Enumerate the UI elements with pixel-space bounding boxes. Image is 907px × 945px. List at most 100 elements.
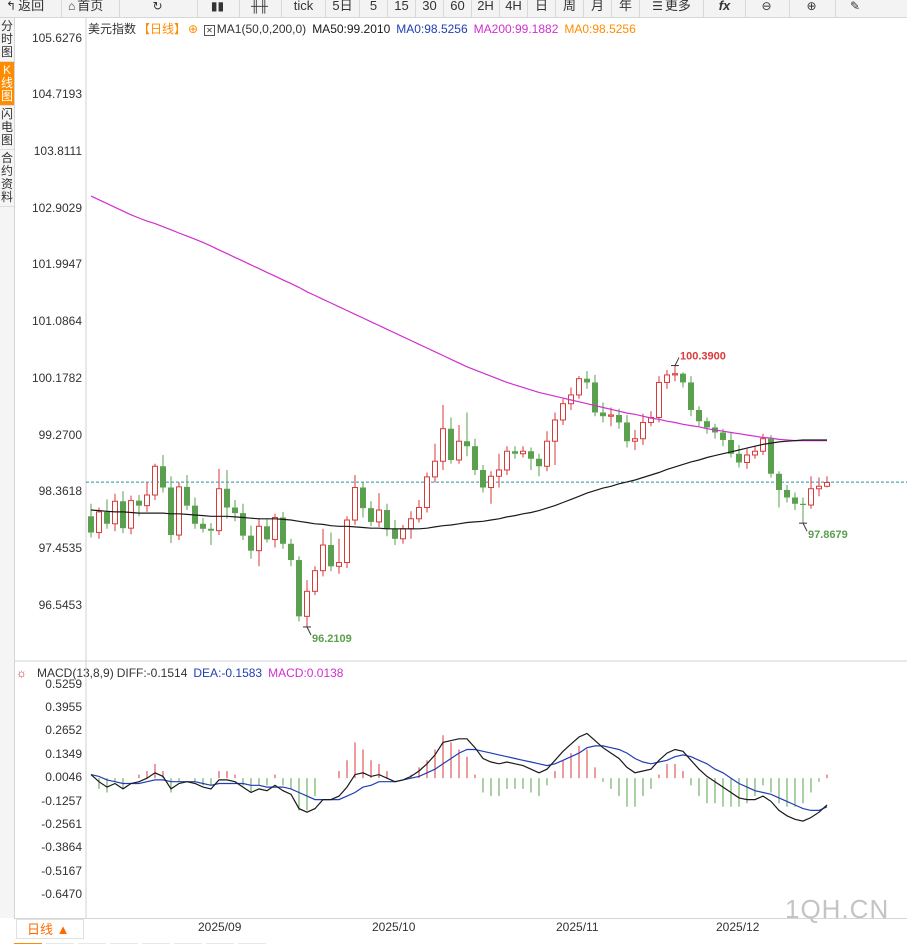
- candle-body: [528, 451, 534, 459]
- candle-body: [160, 466, 166, 488]
- candle-body: [232, 507, 238, 514]
- candle-body: [416, 507, 422, 520]
- tick-label: tick: [293, 0, 314, 13]
- candle-body: [208, 528, 214, 531]
- bottom-axis-bar: [14, 918, 907, 945]
- candle-body: [680, 373, 686, 383]
- diff-line: [90, 732, 828, 822]
- candle-chart-button[interactable]: ╫╫: [240, 0, 282, 17]
- settings-icon[interactable]: ⊕: [188, 22, 199, 36]
- candle-body: [288, 543, 294, 561]
- sidebar-item-timeshare[interactable]: 分时图: [0, 18, 14, 62]
- candle-body: [144, 494, 150, 507]
- candle-body: [704, 421, 710, 428]
- candle-body: [88, 516, 94, 533]
- period-selector-button[interactable]: 日线 ▲: [16, 919, 84, 939]
- y-tick-label: 103.8111: [33, 144, 82, 158]
- candle-body: [184, 486, 190, 506]
- more-button[interactable]: ☰ 更多: [640, 0, 704, 17]
- x-tick-label: 2025/11: [556, 920, 599, 934]
- main-chart-legend: 美元指数 【日线】 ⊕ ✕ MA1(50,0,200,0) MA50:99.2010 MA0…: [88, 20, 642, 37]
- period-label: 60: [450, 0, 465, 13]
- candle-body: [808, 488, 814, 506]
- candle-body: [272, 517, 278, 540]
- candle-body: [456, 440, 462, 461]
- candle-body: [632, 438, 638, 442]
- candle-body: [544, 440, 550, 467]
- period-2h[interactable]: 2H: [472, 0, 500, 17]
- home-icon: ⌂: [68, 0, 76, 13]
- candle-body: [96, 511, 102, 534]
- candlestick-icon: ╫╫: [250, 0, 268, 13]
- candle-body: [304, 590, 310, 617]
- period-label: 月: [590, 0, 604, 13]
- back-arrow-icon: ↰: [6, 0, 17, 13]
- candle-body: [656, 381, 662, 418]
- period-week[interactable]: 周: [556, 0, 584, 17]
- zoom-out-button[interactable]: ⊖: [746, 0, 790, 17]
- period-4h[interactable]: 4H: [500, 0, 528, 17]
- candle-body: [376, 509, 382, 523]
- period-label: 日: [534, 0, 548, 13]
- candle-body: [496, 469, 502, 477]
- candle-body: [752, 450, 758, 456]
- draw-button[interactable]: ✎: [836, 0, 876, 17]
- period-label: 5: [369, 0, 378, 13]
- candle-body: [608, 414, 614, 417]
- candle-body: [168, 487, 174, 536]
- ma-indicator-icon[interactable]: ✕: [204, 25, 215, 36]
- candle-body: [664, 374, 670, 383]
- y-tick-label: 102.9029: [31, 201, 82, 215]
- ma50-value: MA50:99.2010: [312, 22, 391, 36]
- candle-body: [736, 453, 742, 463]
- top-toolbar: ↰ 返回 ⌂ 首页 ↻ ▮▮ ╫╫ tick 5日 5 15 30 60 2H 4H…: [0, 0, 907, 18]
- candle-body: [488, 475, 494, 489]
- zoom-in-button[interactable]: ⊕: [790, 0, 836, 17]
- ma200-line: [90, 195, 827, 442]
- macd-y-tick-label: 0.1349: [45, 747, 82, 761]
- sidebar-item-kline[interactable]: K线图: [0, 62, 14, 106]
- candle-body: [352, 487, 358, 521]
- macd-y-tick-label: -0.3864: [41, 840, 82, 854]
- period-label: 2H: [477, 0, 494, 13]
- candle-body: [384, 510, 390, 529]
- sidebar-item-flash[interactable]: 闪电图: [0, 106, 14, 150]
- period-5d[interactable]: 5日: [326, 0, 360, 17]
- sun-icon[interactable]: ☼: [16, 666, 27, 680]
- period-60[interactable]: 60: [444, 0, 472, 17]
- period-tag[interactable]: 【日线】: [138, 22, 187, 36]
- y-tick-label: 100.1782: [31, 371, 82, 385]
- fx-button[interactable]: fx: [704, 0, 746, 17]
- tick-button[interactable]: tick: [282, 0, 326, 17]
- period-15[interactable]: 15: [388, 0, 416, 17]
- candle-body: [744, 454, 750, 463]
- candle-body: [480, 469, 486, 488]
- macd-name: MACD(13,8,9): [37, 666, 114, 680]
- candle-body: [248, 535, 254, 551]
- y-tick-label: 99.2700: [38, 428, 82, 442]
- period-year[interactable]: 年: [612, 0, 640, 17]
- period-month[interactable]: 月: [584, 0, 612, 17]
- bar-chart-button[interactable]: ▮▮: [198, 0, 240, 17]
- period-day[interactable]: 日: [528, 0, 556, 17]
- refresh-icon: ↻: [152, 0, 163, 13]
- home-button[interactable]: ⌂ 首页: [62, 0, 120, 17]
- candle-body: [472, 446, 478, 470]
- y-tick-label: 98.3618: [38, 484, 82, 498]
- y-tick-label: 96.5453: [38, 598, 82, 612]
- bar-chart-icon: ▮▮: [210, 0, 225, 13]
- candle-body: [296, 560, 302, 617]
- pencil-icon: ✎: [849, 0, 861, 13]
- candle-body: [176, 486, 182, 536]
- back-button[interactable]: ↰ 返回: [0, 0, 62, 17]
- y-tick-label: 105.6276: [31, 31, 82, 45]
- y-tick-label: 101.9947: [31, 257, 82, 271]
- sidebar-item-contract[interactable]: 合约资料: [0, 150, 14, 207]
- ma0-value-orange: MA0:98.5256: [564, 22, 636, 36]
- refresh-button[interactable]: ↻: [120, 0, 198, 17]
- period-30[interactable]: 30: [416, 0, 444, 17]
- dea-line: [90, 745, 828, 812]
- period-5[interactable]: 5: [360, 0, 388, 17]
- zoom-out-icon: ⊖: [761, 0, 772, 13]
